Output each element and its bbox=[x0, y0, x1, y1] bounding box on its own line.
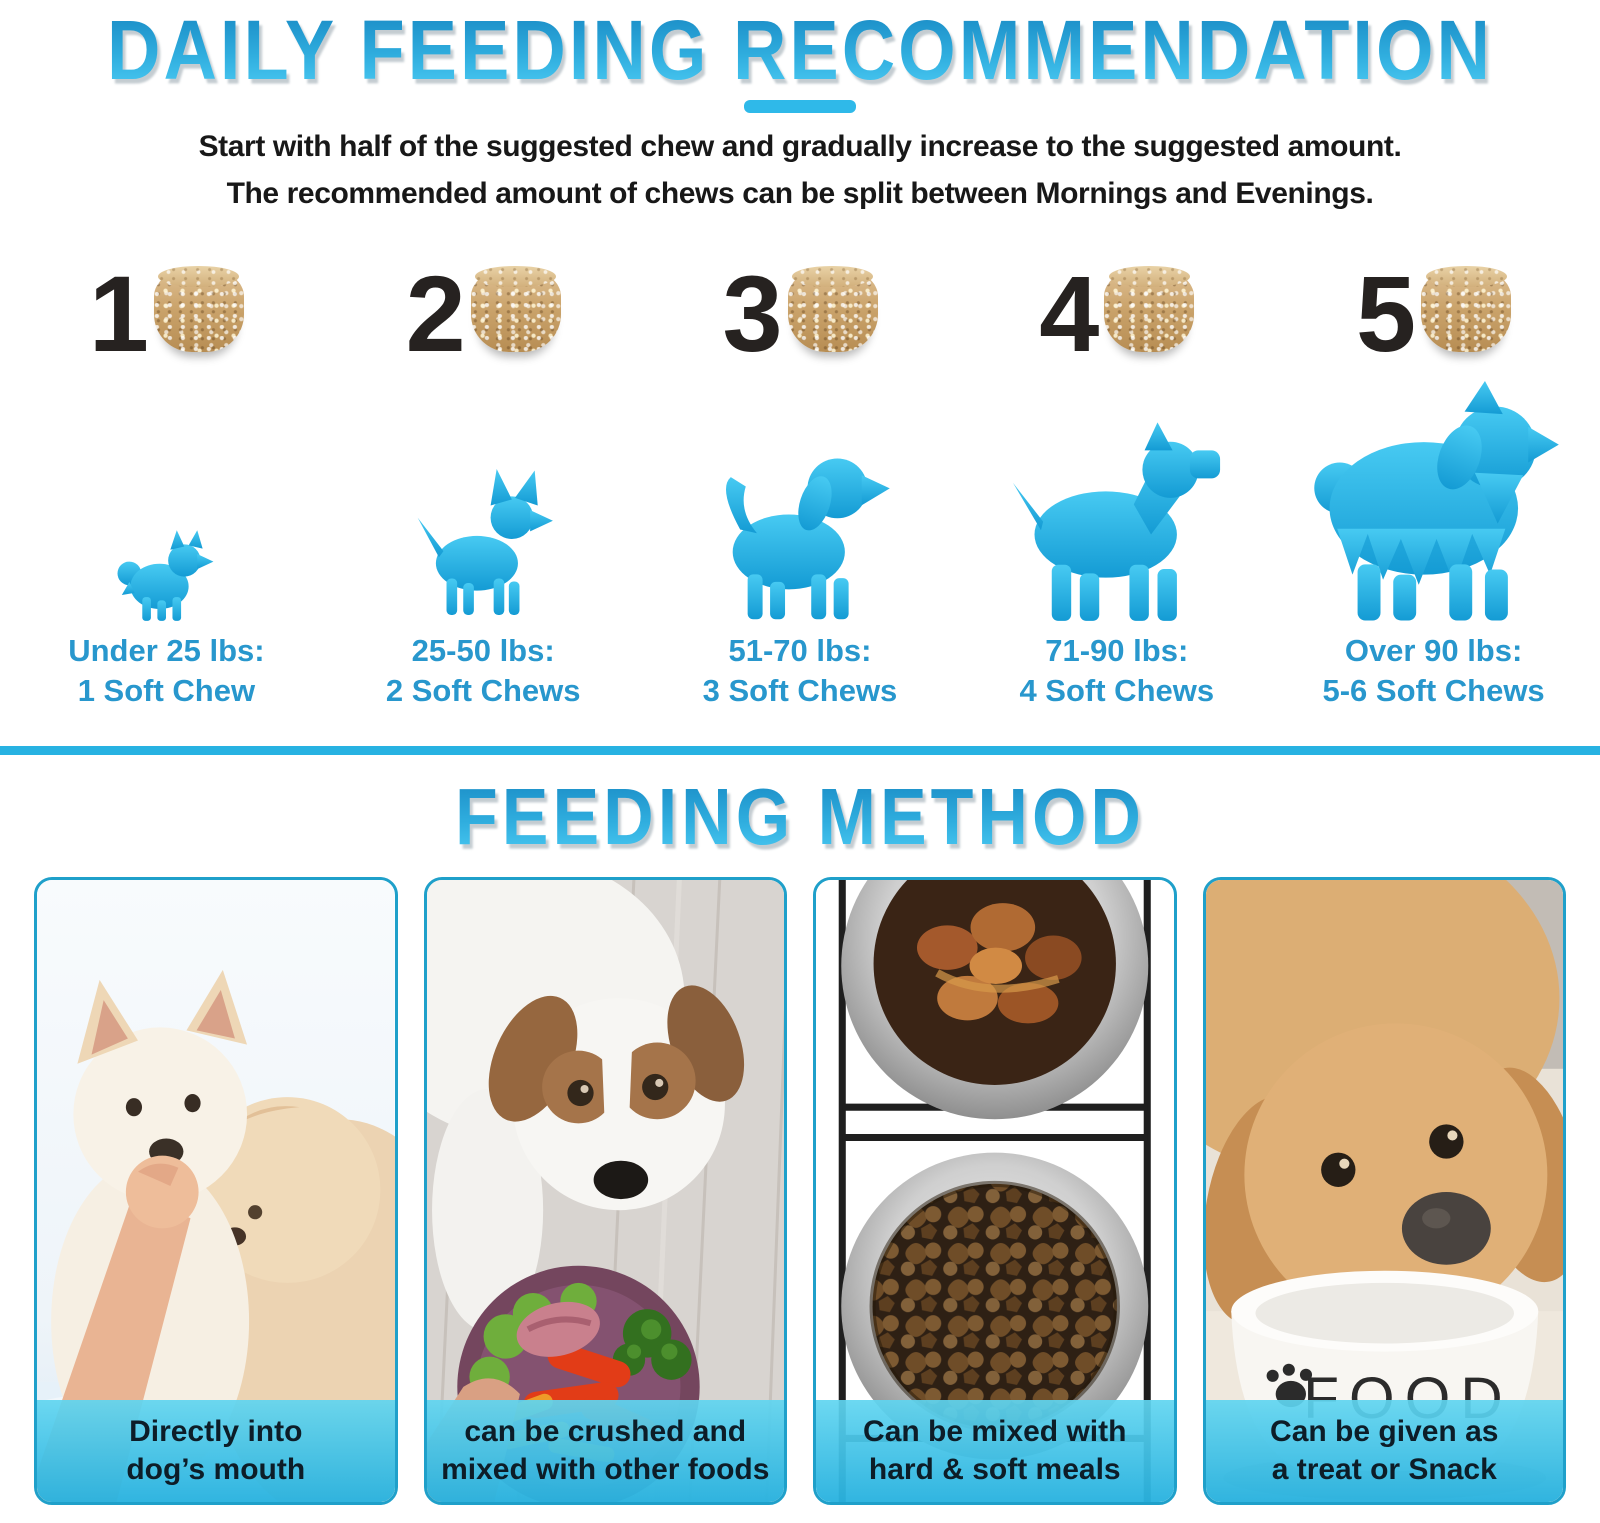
soft-chew-image bbox=[470, 265, 561, 352]
dog-silhouette-box bbox=[1290, 373, 1578, 623]
dose-text: 3 Soft Chews bbox=[702, 672, 898, 708]
caption-line-1: can be crushed and bbox=[464, 1415, 747, 1449]
card-caption: can be crushed and mixed with other food… bbox=[426, 1400, 784, 1503]
chew-count: 4 bbox=[1039, 253, 1099, 374]
caption-line-2: dog’s mouth bbox=[126, 1453, 306, 1487]
soft-chew-image bbox=[787, 265, 878, 352]
caption-line-2: hard & soft meals bbox=[868, 1453, 1121, 1487]
card-caption: Can be mixed with hard & soft meals bbox=[816, 1400, 1174, 1503]
page-title: DAILY FEEDING RECOMMENDATION bbox=[0, 5, 1600, 95]
section-divider bbox=[0, 746, 1600, 756]
caption-line-2: a treat or Snack bbox=[1271, 1453, 1497, 1487]
dose-text: 4 Soft Chews bbox=[1019, 672, 1215, 708]
dog-silhouette-pointy-ears bbox=[417, 469, 554, 615]
method-card-direct: Directly into dog’s mouth bbox=[34, 877, 398, 1506]
feeding-item-51-70: 3 bbox=[642, 255, 959, 710]
dose-text: 5-6 Soft Chews bbox=[1322, 672, 1545, 708]
dose-row: 5 bbox=[1356, 253, 1512, 374]
section-feeding-method: FEEDING METHOD bbox=[0, 771, 1600, 1506]
weight-range: 25-50 lbs: bbox=[411, 633, 555, 668]
dog-silhouette-box bbox=[112, 373, 220, 623]
caption-line-1: Can be given as bbox=[1270, 1415, 1499, 1449]
weight-range: Under 25 lbs: bbox=[68, 633, 265, 668]
dog-silhouette-shaggy-giant bbox=[1313, 381, 1559, 621]
weight-label: 25-50 lbs: 2 Soft Chews bbox=[386, 631, 581, 710]
card-caption: Can be given as a treat or Snack bbox=[1205, 1400, 1563, 1503]
subtitle-line-2: The recommended amount of chews can be s… bbox=[226, 177, 1374, 210]
method-card-treat: FOOD Can be given as a treat or Snack bbox=[1202, 877, 1566, 1506]
chew-count: 2 bbox=[405, 253, 466, 374]
card-caption: Directly into dog’s mouth bbox=[37, 1400, 395, 1503]
chew-count: 1 bbox=[88, 253, 149, 374]
dose-text: 1 Soft Chew bbox=[77, 672, 256, 708]
dog-silhouette-puppy-floppy-ear bbox=[725, 458, 890, 620]
dose-row: 2 bbox=[406, 255, 561, 373]
soft-chew-image bbox=[1421, 265, 1512, 352]
weight-label: 51-70 lbs: 3 Soft Chews bbox=[703, 631, 898, 710]
chew-count: 5 bbox=[1356, 253, 1416, 374]
weight-label: Over 90 lbs: 5-6 Soft Chews bbox=[1322, 631, 1544, 710]
dog-silhouette-large bbox=[1013, 422, 1221, 621]
soft-chew-image bbox=[1104, 265, 1195, 352]
dose-text: 2 Soft Chews bbox=[385, 672, 581, 708]
feeding-columns: 1 bbox=[0, 255, 1600, 710]
weight-label: Under 25 lbs: 1 Soft Chew bbox=[68, 631, 264, 710]
caption-line-2: mixed with other foods bbox=[441, 1453, 770, 1487]
title-underline bbox=[744, 100, 856, 113]
infographic-page: DAILY FEEDING RECOMMENDATION Start with … bbox=[0, 5, 1600, 1523]
method-card-crushed: can be crushed and mixed with other food… bbox=[423, 877, 787, 1506]
feeding-item-25-50: 2 bbox=[325, 255, 642, 710]
method-cards: Directly into dog’s mouth bbox=[0, 877, 1600, 1506]
dose-row: 4 bbox=[1039, 253, 1195, 374]
section-daily-feeding: DAILY FEEDING RECOMMENDATION Start with … bbox=[0, 5, 1600, 710]
feeding-item-71-90: 4 bbox=[958, 255, 1275, 710]
soft-chew-image bbox=[153, 265, 244, 352]
dog-silhouette-box bbox=[999, 373, 1234, 623]
caption-line-1: Directly into bbox=[129, 1415, 303, 1449]
weight-range: 71-90 lbs: bbox=[1045, 633, 1189, 668]
weight-range: 51-70 lbs: bbox=[728, 633, 872, 668]
subtitle-line-1: Start with half of the suggested chew an… bbox=[198, 130, 1402, 163]
feeding-item-under-25: 1 bbox=[8, 255, 325, 710]
weight-label: 71-90 lbs: 4 Soft Chews bbox=[1019, 631, 1214, 710]
dose-row: 1 bbox=[89, 255, 244, 373]
dose-row: 3 bbox=[722, 253, 878, 374]
feeding-item-over-90: 5 bbox=[1275, 255, 1592, 710]
dog-silhouette-box bbox=[407, 373, 559, 623]
weight-range: Over 90 lbs: bbox=[1344, 633, 1523, 668]
method-card-mixed: Can be mixed with hard & soft meals bbox=[813, 877, 1177, 1506]
caption-line-1: Can be mixed with bbox=[863, 1415, 1127, 1449]
dog-silhouette-box bbox=[704, 373, 896, 623]
chew-count: 3 bbox=[722, 253, 782, 374]
subtitle: Start with half of the suggested chew an… bbox=[0, 123, 1600, 217]
method-title: FEEDING METHOD bbox=[0, 771, 1600, 862]
dog-silhouette-small-fluffy bbox=[117, 530, 214, 621]
